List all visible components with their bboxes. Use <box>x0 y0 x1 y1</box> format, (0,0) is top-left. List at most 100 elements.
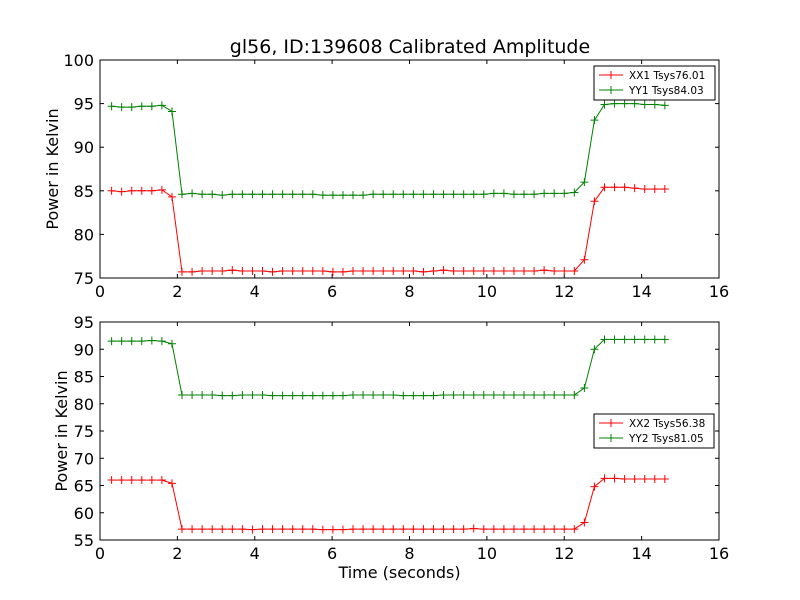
data-point <box>570 525 579 534</box>
legend-box <box>593 65 716 101</box>
data-point <box>600 100 609 109</box>
data-point <box>308 190 317 199</box>
data-point <box>188 391 197 400</box>
data-point <box>288 525 297 534</box>
y-tick-label: 85 <box>74 182 94 201</box>
data-point <box>399 190 408 199</box>
data-point <box>369 190 378 199</box>
data-point <box>499 267 508 276</box>
data-point <box>208 391 217 400</box>
data-point <box>570 188 579 197</box>
data-point <box>459 267 468 276</box>
data-point <box>288 190 297 199</box>
data-point <box>379 190 388 199</box>
data-point <box>178 391 187 400</box>
data-point <box>308 267 317 276</box>
data-point <box>469 391 478 400</box>
data-point <box>107 337 116 346</box>
data-point <box>600 474 609 483</box>
data-point <box>620 99 629 108</box>
data-point <box>198 525 207 534</box>
data-point <box>409 267 418 276</box>
x-tick-label: 12 <box>554 282 574 301</box>
data-point <box>520 267 529 276</box>
data-point <box>409 525 418 534</box>
data-point <box>117 103 126 112</box>
data-point <box>479 525 488 534</box>
legend-marker <box>607 86 615 94</box>
data-point <box>590 482 599 491</box>
data-point <box>238 525 247 534</box>
data-point <box>278 267 287 276</box>
data-point <box>630 99 639 108</box>
data-point <box>137 476 146 485</box>
data-point <box>590 197 599 206</box>
data-point <box>389 267 398 276</box>
data-point <box>580 255 589 264</box>
data-point <box>228 266 237 275</box>
data-point <box>419 267 428 276</box>
data-point <box>238 190 247 199</box>
x-tick-label: 12 <box>554 544 574 563</box>
data-point <box>198 391 207 400</box>
data-point <box>479 391 488 400</box>
data-point <box>560 525 569 534</box>
data-point <box>318 391 327 400</box>
data-point <box>298 391 307 400</box>
data-point <box>389 525 398 534</box>
data-point <box>409 190 418 199</box>
data-point <box>127 337 136 346</box>
data-point <box>147 186 156 195</box>
data-point <box>359 391 368 400</box>
data-point <box>228 525 237 534</box>
data-point <box>610 99 619 108</box>
data-point <box>429 525 438 534</box>
data-point <box>268 190 277 199</box>
data-point <box>439 190 448 199</box>
axes-frame <box>99 59 720 279</box>
data-point <box>188 189 197 198</box>
data-point <box>530 267 539 276</box>
data-point <box>208 190 217 199</box>
data-point <box>550 525 559 534</box>
data-point <box>520 525 529 534</box>
y-tick-label: 95 <box>74 95 94 114</box>
x-tick-label: 14 <box>631 544 651 563</box>
data-point <box>520 391 529 400</box>
top-panel: 0 2 4 6 8 10 12 14 16 75 80 85 90 95 100 Power in Kelvi… <box>43 51 729 301</box>
y-axis-label: Power in Kelvin <box>52 370 71 491</box>
data-point <box>278 525 287 534</box>
x-tick-label: 10 <box>477 282 497 301</box>
data-point <box>157 101 166 110</box>
y-tick-label: 75 <box>74 269 94 288</box>
data-point <box>258 190 267 199</box>
data-point <box>540 189 549 198</box>
data-point <box>117 187 126 196</box>
data-point <box>178 190 187 199</box>
data-point <box>127 186 136 195</box>
data-point <box>479 267 488 276</box>
data-point <box>127 476 136 485</box>
legend-label: XX2 Tsys56.38 <box>629 418 705 430</box>
data-point <box>218 525 227 534</box>
data-point <box>137 102 146 111</box>
data-point <box>328 191 337 200</box>
data-point <box>349 267 358 276</box>
data-point <box>429 267 438 276</box>
data-point <box>540 266 549 275</box>
x-tick-label: 8 <box>404 282 414 301</box>
data-point <box>399 391 408 400</box>
data-point <box>640 474 649 483</box>
data-point <box>178 525 187 534</box>
data-point <box>580 518 589 527</box>
data-point <box>550 267 559 276</box>
data-point <box>489 525 498 534</box>
data-point <box>298 267 307 276</box>
data-point <box>167 339 176 348</box>
data-point <box>600 335 609 344</box>
data-point <box>479 190 488 199</box>
data-point <box>449 525 458 534</box>
data-point <box>268 525 277 534</box>
data-point <box>550 391 559 400</box>
chart-title: gl56, ID:139608 Calibrated Amplitude <box>230 36 590 58</box>
